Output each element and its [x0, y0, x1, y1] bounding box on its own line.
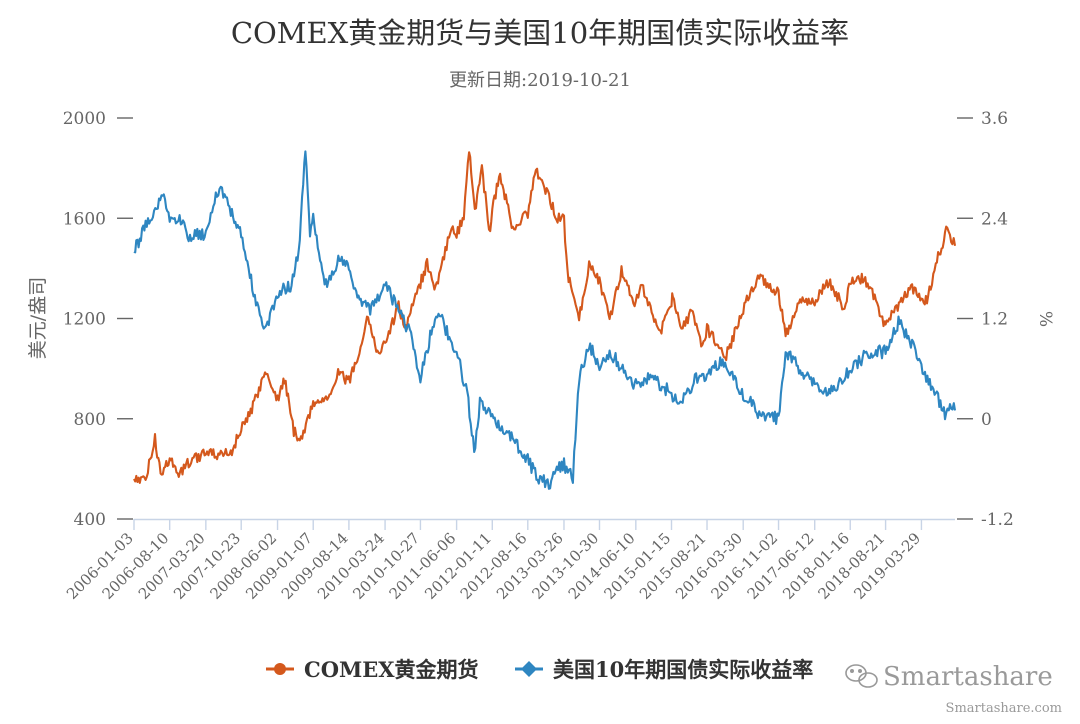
series-line-gold — [133, 151, 957, 484]
watermark: Smartashare Smartashare.com — [845, 662, 1062, 716]
legend-yield-label[interactable]: 美国10年期国债实际收益率 — [553, 657, 813, 682]
y-right-tick-label: -1.2 — [981, 510, 1014, 530]
chart-title: COMEX黄金期货与美国10年期国债实际收益率 — [231, 16, 849, 50]
legend-gold-swatch-marker — [274, 663, 286, 675]
y-right-tick-label: 2.4 — [981, 209, 1008, 229]
series-layer — [133, 150, 957, 490]
y-left-tick-label: 800 — [74, 410, 106, 430]
y-right-tick-label: 0 — [981, 410, 992, 430]
legend-yield-swatch-marker — [521, 661, 537, 677]
legend: COMEX黄金期货 美国10年期国债实际收益率 — [266, 657, 813, 682]
y-left-tick-label: 1200 — [63, 310, 106, 330]
chart-subtitle: 更新日期:2019-10-21 — [449, 70, 631, 91]
watermark-url: Smartashare.com — [946, 701, 1062, 716]
y-axis-right-label: % — [1035, 311, 1055, 327]
y-left-tick-label: 2000 — [63, 109, 106, 129]
legend-gold-label[interactable]: COMEX黄金期货 — [304, 657, 479, 682]
y-right-tick-label: 3.6 — [981, 109, 1008, 129]
watermark-brand: Smartashare — [883, 662, 1053, 692]
y-left-tick-label: 1600 — [63, 209, 106, 229]
wechat-icon — [845, 664, 878, 688]
y-left-tick-label: 400 — [74, 510, 106, 530]
series-line-yield — [133, 150, 957, 490]
y-right-tick-label: 1.2 — [981, 310, 1008, 330]
y-axis-left-label: 美元/盎司 — [27, 277, 49, 359]
